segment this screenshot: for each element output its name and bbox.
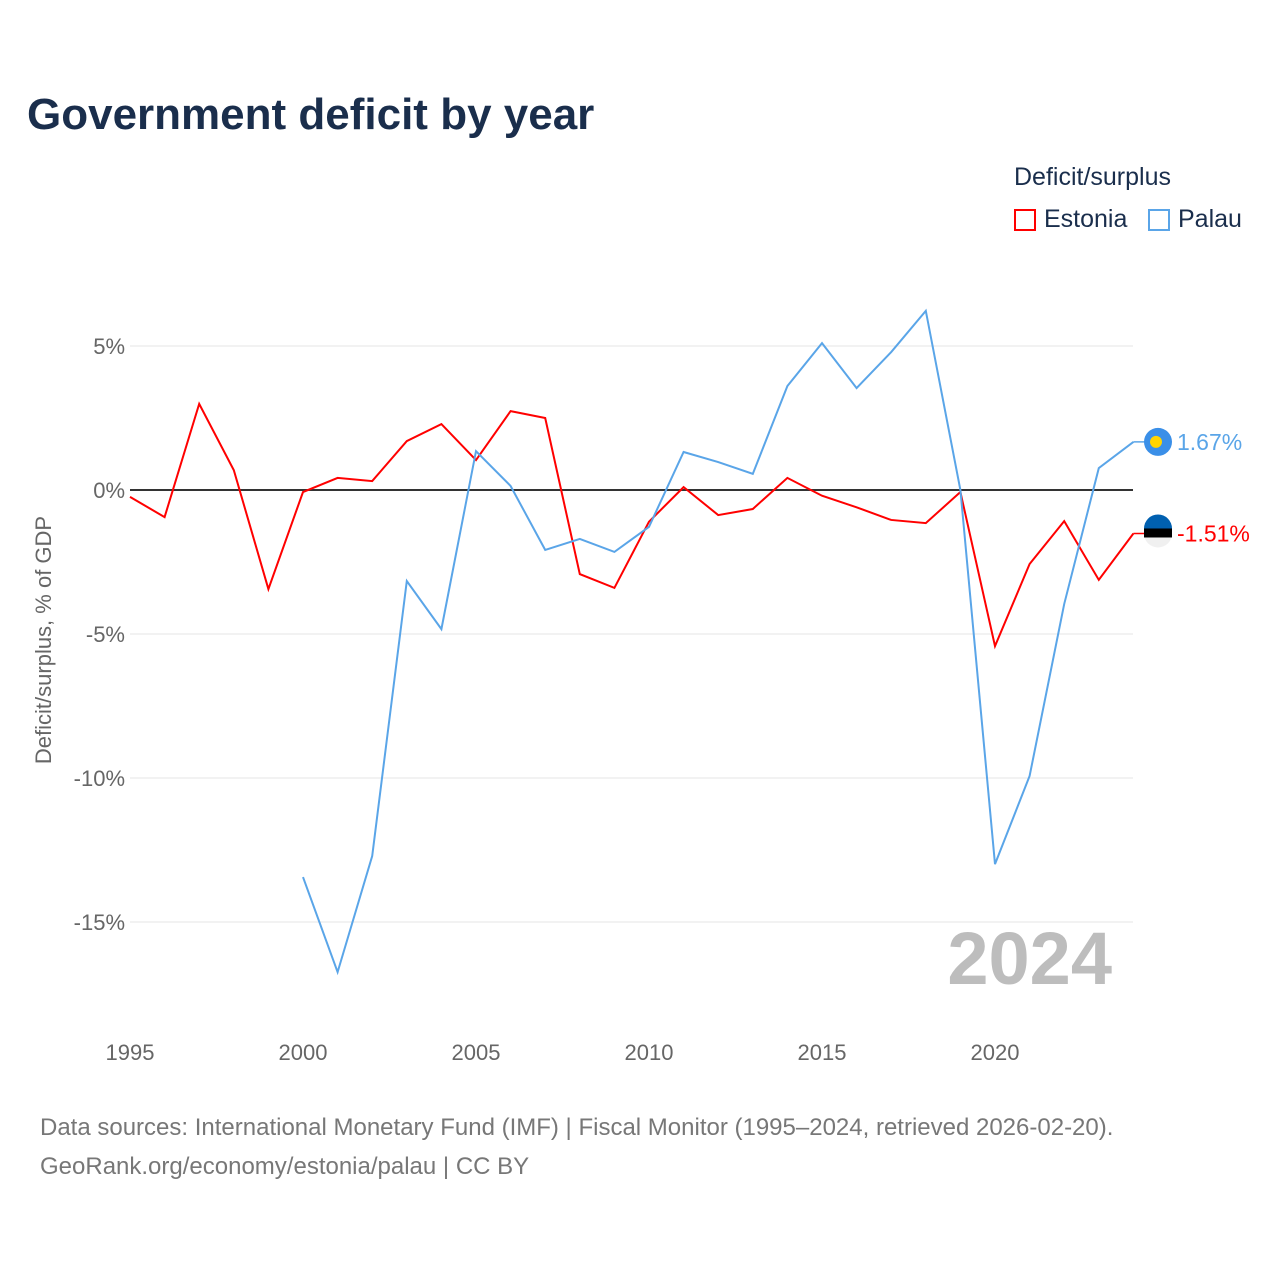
x-tick-label: 1995 [106, 1040, 155, 1065]
x-tick-label: 2020 [971, 1040, 1020, 1065]
legend-item-estonia[interactable]: Estonia [1014, 205, 1127, 234]
source-line-2: GeoRank.org/economy/estonia/palau | CC B… [40, 1153, 530, 1180]
source-line-1: Data sources: International Monetary Fun… [40, 1114, 1114, 1141]
x-tick-label: 2005 [452, 1040, 501, 1065]
y-axis-label: Deficit/surplus, % of GDP [31, 516, 56, 764]
y-tick-label: -5% [86, 622, 125, 647]
legend-swatch [1014, 208, 1036, 231]
legend-item-palau[interactable]: Palau [1148, 205, 1242, 234]
legend-label: Palau [1178, 205, 1242, 233]
source-note: Data sources: International Monetary Fun… [40, 1108, 1113, 1186]
y-tick-label: 5% [93, 334, 125, 359]
y-tick-label: 0% [93, 478, 125, 503]
flag-band [1144, 514, 1172, 529]
series-line-estonia [129, 401, 1135, 650]
year-watermark: 2024 [947, 917, 1112, 1000]
end-value-label: -1.51% [1177, 520, 1250, 546]
legend-label: Estonia [1044, 205, 1128, 233]
end-value-label: 1.67% [1177, 429, 1242, 455]
x-tick-label: 2010 [625, 1040, 674, 1065]
x-tick-label: 2015 [798, 1040, 847, 1065]
flag-band [1144, 528, 1172, 538]
y-tick-label: -15% [74, 910, 125, 935]
legend-title: Deficit/surplus [1014, 163, 1171, 191]
legend-swatch [1148, 208, 1170, 231]
x-tick-label: 2000 [279, 1040, 328, 1065]
chart-title: Government deficit by year [27, 90, 595, 139]
flag-dot [1150, 435, 1162, 448]
series-line-palau [302, 308, 1135, 976]
y-tick-label: -10% [74, 766, 125, 791]
